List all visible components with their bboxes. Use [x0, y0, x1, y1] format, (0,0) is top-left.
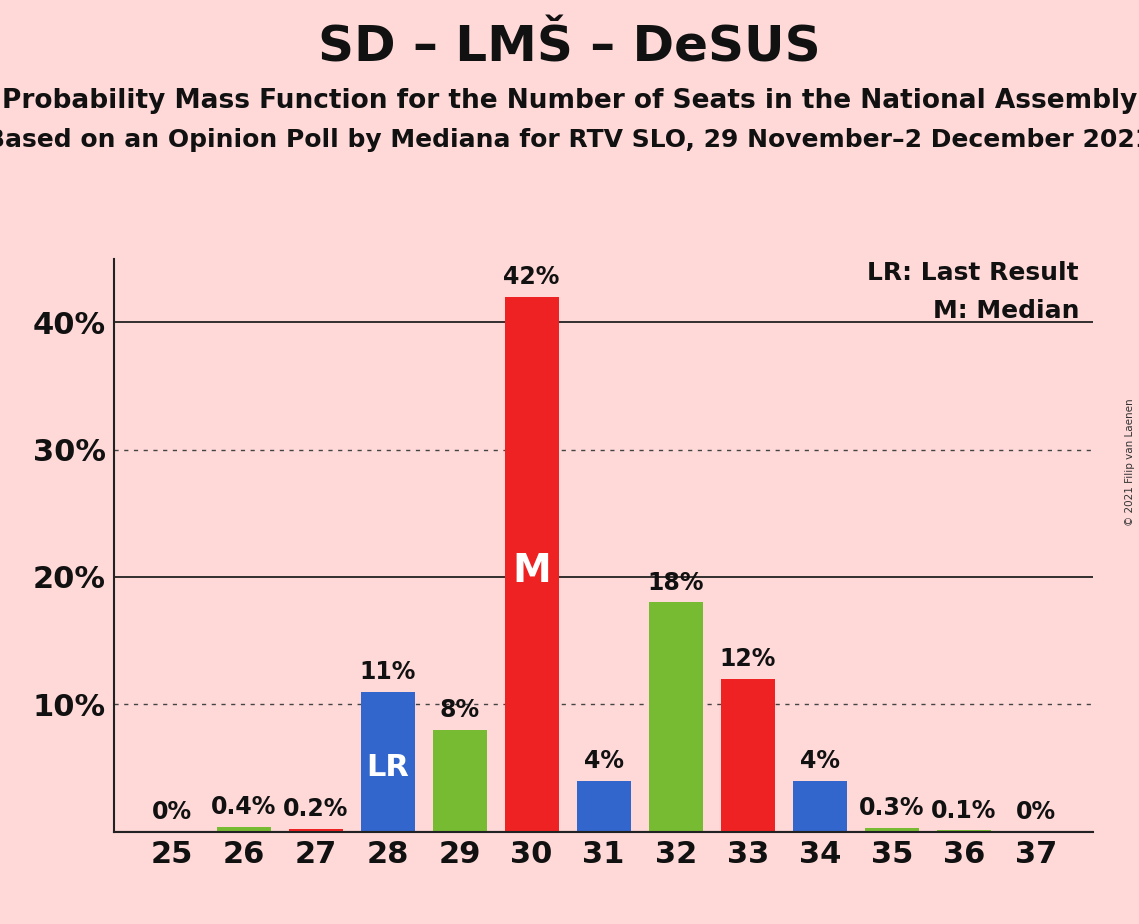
Text: 0%: 0% — [151, 800, 191, 824]
Bar — [936, 831, 991, 832]
Text: © 2021 Filip van Laenen: © 2021 Filip van Laenen — [1125, 398, 1134, 526]
Text: 42%: 42% — [503, 265, 560, 289]
Bar — [865, 828, 919, 832]
Text: 0.2%: 0.2% — [282, 797, 349, 821]
Text: 0.1%: 0.1% — [931, 798, 997, 822]
Text: 12%: 12% — [720, 647, 776, 671]
Text: 11%: 11% — [360, 660, 416, 684]
Text: 4%: 4% — [800, 749, 839, 773]
Bar — [433, 730, 486, 832]
Text: Probability Mass Function for the Number of Seats in the National Assembly: Probability Mass Function for the Number… — [2, 88, 1137, 114]
Text: M: Median: M: Median — [933, 299, 1079, 323]
Text: LR: LR — [366, 753, 409, 783]
Text: 18%: 18% — [647, 571, 704, 595]
Bar — [505, 297, 558, 832]
Bar — [649, 602, 703, 832]
Text: Based on an Opinion Poll by Mediana for RTV SLO, 29 November–2 December 2021: Based on an Opinion Poll by Mediana for … — [0, 128, 1139, 152]
Text: 0.4%: 0.4% — [211, 795, 277, 819]
Bar — [721, 679, 775, 832]
Text: M: M — [513, 552, 551, 590]
Text: SD – LMŠ – DeSUS: SD – LMŠ – DeSUS — [318, 23, 821, 71]
Text: 8%: 8% — [440, 699, 480, 723]
Bar — [361, 691, 415, 832]
Text: 0.3%: 0.3% — [859, 796, 925, 821]
Text: 4%: 4% — [583, 749, 624, 773]
Text: LR: Last Result: LR: Last Result — [868, 261, 1079, 286]
Bar — [216, 826, 271, 832]
Bar — [288, 829, 343, 832]
Bar — [576, 781, 631, 832]
Bar — [793, 781, 846, 832]
Text: 0%: 0% — [1016, 800, 1056, 824]
